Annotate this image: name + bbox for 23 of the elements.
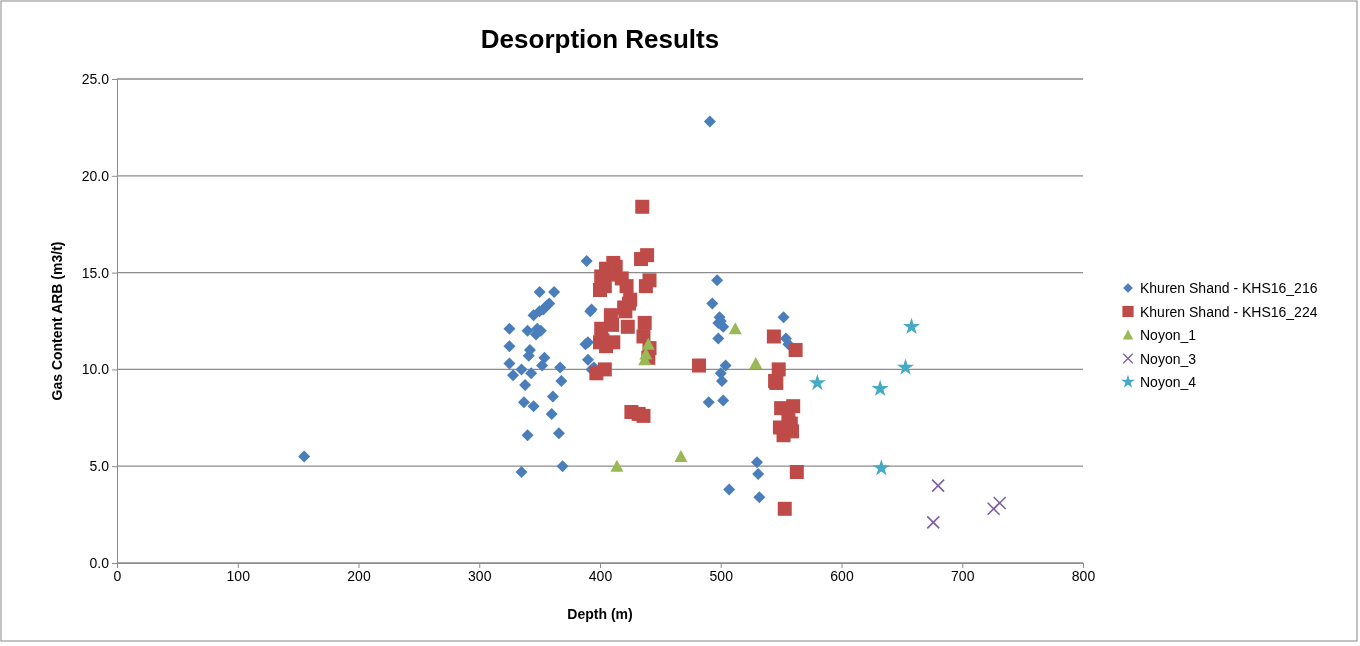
x-tick-label: 700 (951, 567, 975, 584)
y-tick-label: 10.0 (81, 361, 110, 378)
y-tick-label: 5.0 (89, 458, 110, 475)
y-axis-title: Gas Content ARB (m3/t) (49, 241, 65, 401)
y-tick-label: 15.0 (81, 264, 110, 281)
legend-label: Khuren Shand - KHS16_216 (1140, 280, 1318, 296)
legend-label: Noyon_1 (1140, 327, 1197, 343)
y-tick-label: 20.0 (81, 167, 110, 184)
y-tick-label: 25.0 (81, 70, 110, 87)
x-axis-title: Depth (m) (567, 606, 633, 622)
x-tick-label: 400 (588, 567, 613, 584)
x-tick-label: 0 (113, 567, 122, 584)
legend-label: Noyon_3 (1140, 350, 1197, 367)
legend-label: Noyon_4 (1140, 374, 1197, 390)
x-tick-label: 500 (709, 567, 734, 584)
x-tick-label: 600 (830, 567, 854, 584)
legend-label: Khuren Shand - KHS16_224 (1140, 303, 1318, 320)
chart-title: Desorption Results (480, 24, 720, 54)
x-tick-label: 100 (226, 567, 251, 584)
x-tick-label: 300 (468, 567, 492, 584)
x-tick-label: 200 (347, 567, 371, 584)
x-tick-label: 800 (1071, 567, 1096, 584)
y-tick-label: 0.0 (89, 554, 110, 571)
